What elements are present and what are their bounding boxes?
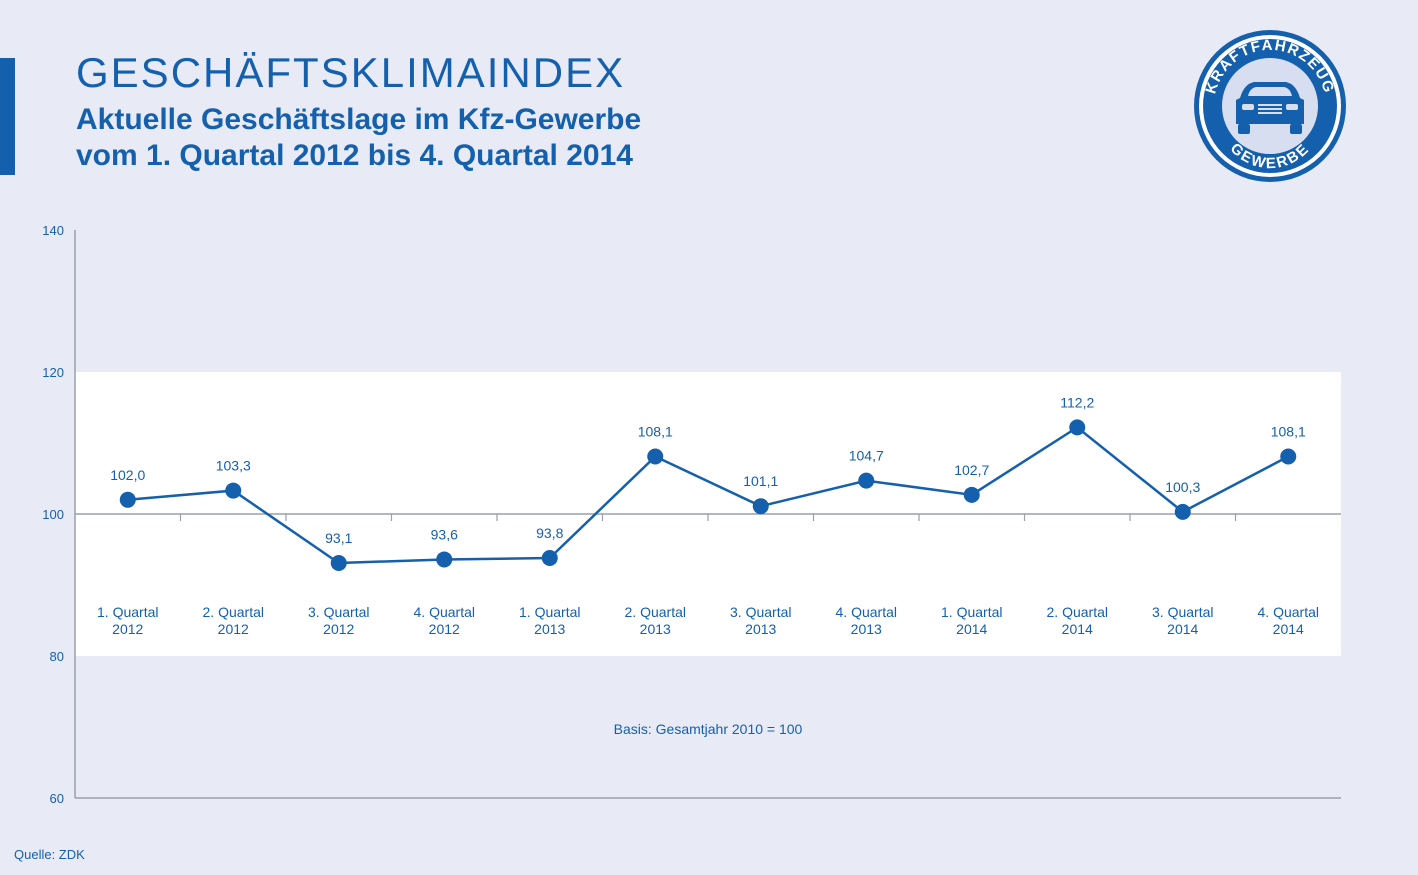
data-point [963, 486, 980, 503]
data-label: 102,0 [110, 467, 145, 483]
data-label: 100,3 [1165, 479, 1200, 495]
subtitle-line-2: vom 1. Quartal 2012 bis 4. Quartal 2014 [76, 139, 633, 172]
kraftfahrzeug-gewerbe-logo: KRAFTFAHRZEUG GEWERBE [1194, 30, 1346, 182]
y-tick-label: 100 [42, 507, 64, 522]
data-point [541, 550, 558, 567]
x-tick-label: 2. Quartal 2014 [1047, 604, 1108, 637]
chart-note: Basis: Gesamtjahr 2010 = 100 [614, 721, 803, 737]
x-tick-label: 1. Quartal 2013 [519, 604, 580, 637]
x-tick-label: 3. Quartal 2014 [1152, 604, 1213, 637]
data-label: 108,1 [638, 423, 673, 439]
data-label: 112,2 [1060, 394, 1094, 410]
data-label: 93,8 [536, 525, 563, 541]
data-label: 104,7 [849, 448, 884, 464]
data-point [1069, 419, 1086, 436]
car-icon [1236, 82, 1304, 134]
x-tick-label: 3. Quartal 2012 [308, 604, 369, 637]
data-point [119, 491, 136, 508]
x-tick-label: 1. Quartal 2014 [941, 604, 1002, 637]
y-tick-label: 140 [42, 223, 64, 238]
source-note: Quelle: ZDK [14, 847, 85, 862]
series-line [127, 425, 1289, 565]
y-tick-label: 120 [42, 365, 64, 380]
x-tick-label: 4. Quartal 2014 [1258, 604, 1319, 637]
data-point [330, 554, 347, 571]
page-title: GESCHÄFTSKLIMAINDEX [76, 49, 626, 96]
x-tick-label: 4. Quartal 2013 [836, 604, 897, 637]
header: GESCHÄFTSKLIMAINDEX Aktuelle Geschäftsla… [76, 48, 641, 174]
data-label: 93,1 [325, 530, 352, 546]
x-tick-label: 2. Quartal 2012 [203, 604, 264, 637]
x-tick-label: 1. Quartal 2012 [97, 604, 158, 637]
data-label: 108,1 [1271, 423, 1306, 439]
x-tick-label: 4. Quartal 2012 [414, 604, 475, 637]
data-point [858, 472, 875, 489]
data-point [752, 498, 769, 515]
data-label: 103,3 [216, 458, 251, 474]
x-tick-label: 3. Quartal 2013 [730, 604, 791, 637]
data-point [647, 448, 664, 465]
x-tick-label: 2. Quartal 2013 [625, 604, 686, 637]
data-point [1280, 448, 1297, 465]
subtitle-line-1: Aktuelle Geschäftslage im Kfz-Gewerbe [76, 103, 642, 136]
accent-bar [0, 58, 15, 175]
data-label: 101,1 [743, 473, 778, 489]
y-tick-label: 60 [50, 791, 64, 806]
data-label: 102,7 [954, 462, 989, 478]
y-tick-label: 80 [50, 649, 64, 664]
data-label: 93,6 [431, 526, 458, 542]
data-point [1174, 503, 1191, 520]
data-point [436, 551, 453, 568]
data-point [225, 482, 242, 499]
